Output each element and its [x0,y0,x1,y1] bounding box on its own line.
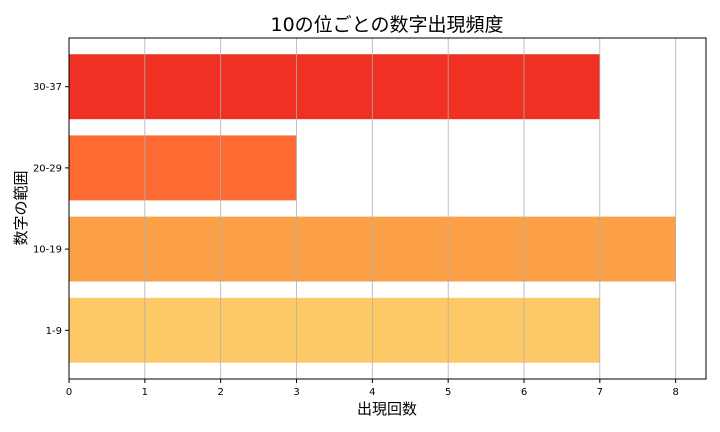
x-tick-label-4: 4 [369,387,375,398]
x-tick-label-5: 5 [445,387,451,398]
y-ticks: 1-9 10-19 20-29 30-37 [33,82,69,337]
bar-20-29 [69,135,297,201]
chart-title: 10の位ごとの数字出現頻度 [271,14,504,36]
x-tick-label-2: 2 [217,387,223,398]
x-tick-label-7: 7 [597,387,603,398]
x-tick-label-3: 3 [293,387,299,398]
x-tick-label-8: 8 [672,387,678,398]
bar-1-9 [69,297,600,363]
y-tick-label-30-37: 30-37 [33,82,62,93]
y-tick-label-1-9: 1-9 [46,326,62,337]
plot-frame [68,37,707,380]
x-tick-label-1: 1 [142,387,148,398]
x-ticks: 0 1 2 3 4 5 6 7 8 [66,379,679,398]
y-tick-label-10-19: 10-19 [33,245,62,256]
y-axis-label: 数字の範囲 [12,170,30,245]
x-axis-label: 出現回数 [357,400,417,418]
x-tick-label-0: 0 [66,387,72,398]
y-tick-label-20-29: 20-29 [33,163,62,174]
x-tick-label-6: 6 [521,387,527,398]
bar-30-37 [69,54,600,120]
